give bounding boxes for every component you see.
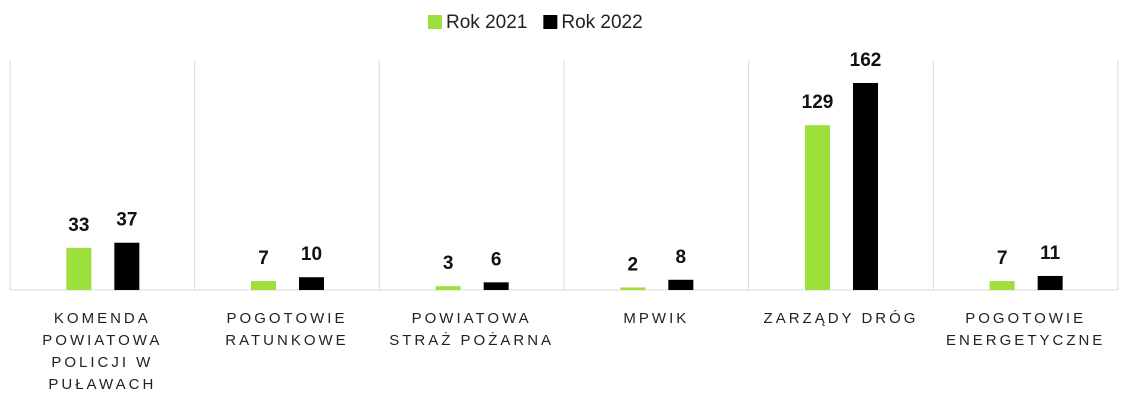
bar (483, 282, 509, 290)
bar (668, 279, 694, 290)
value-label: 33 (68, 215, 89, 236)
bar (989, 281, 1015, 290)
x-tick-label: POWIATOWA STRAŻ POŻARNA (389, 310, 555, 349)
value-label: 8 (676, 247, 687, 268)
legend-label: Rok 2022 (561, 12, 642, 33)
x-tick-label: ZARZĄDY DRÓG (763, 310, 919, 327)
bar (435, 286, 461, 290)
value-label: 162 (850, 50, 882, 71)
bar (66, 247, 92, 290)
x-tick-label: KOMENDA POWIATOWA POLICJI W PUŁAWACH (42, 310, 163, 393)
bar (1037, 275, 1063, 290)
bar (251, 281, 276, 290)
legend-swatch (428, 15, 442, 29)
bar (299, 277, 324, 290)
value-label: 2 (628, 254, 639, 275)
x-tick-label: POGOTOWIE RATUNKOWE (225, 310, 349, 349)
x-tick-label: MPWIK (623, 310, 690, 327)
value-label: 7 (258, 248, 269, 269)
bar (114, 242, 140, 290)
value-label: 37 (116, 210, 137, 231)
bar (853, 83, 878, 290)
bar (805, 125, 830, 291)
value-label: 129 (802, 92, 834, 113)
legend-label: Rok 2021 (446, 12, 527, 33)
value-label: 3 (443, 253, 454, 274)
value-label: 11 (1040, 243, 1061, 264)
value-label: 7 (997, 248, 1008, 269)
bar (620, 287, 646, 290)
value-label: 6 (491, 249, 502, 270)
value-label: 10 (301, 244, 322, 265)
legend-swatch (543, 15, 558, 29)
x-tick-label: POGOTOWIE ENERGETYCZNE (945, 310, 1106, 349)
